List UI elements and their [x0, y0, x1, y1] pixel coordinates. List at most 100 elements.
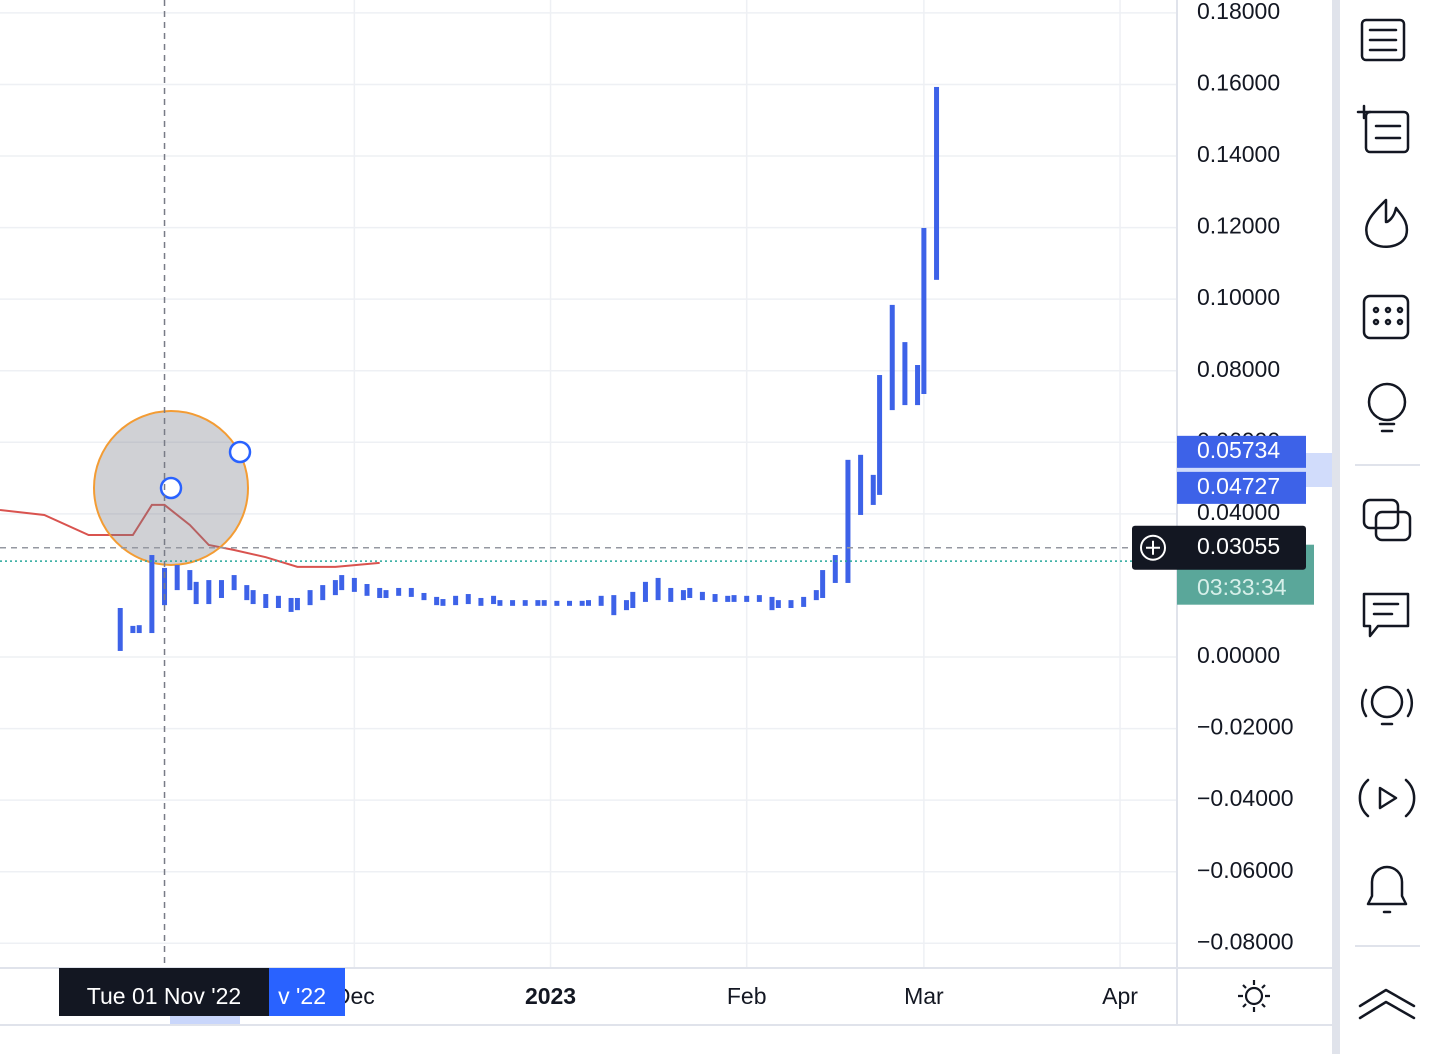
range-bar — [218, 580, 224, 598]
y-tick-label: 0.14000 — [1197, 141, 1280, 167]
add-alert-icon — [1146, 540, 1160, 555]
range-bar — [307, 590, 313, 606]
y-tick-label: −0.08000 — [1197, 928, 1294, 954]
range-bar — [396, 587, 402, 596]
range-bar — [744, 595, 750, 602]
range-bar — [250, 590, 256, 605]
range-bar — [522, 600, 528, 606]
settings-icon — [1238, 980, 1270, 1012]
crosshair-price-label: 0.03055 — [1197, 533, 1280, 559]
watchlist-icon[interactable] — [1356, 104, 1410, 154]
range-bar — [351, 577, 357, 592]
range-bar — [535, 600, 541, 606]
range-bar — [775, 600, 781, 608]
range-bar — [364, 584, 370, 596]
settings-button[interactable] — [1238, 980, 1270, 1012]
range-bar — [934, 86, 940, 280]
range-bar — [339, 575, 345, 591]
collapse-icon[interactable] — [1358, 988, 1416, 1020]
range-bar — [453, 595, 459, 606]
drawing-handle — [228, 440, 252, 464]
stream-ideas-icon[interactable] — [1361, 685, 1413, 726]
range-bar — [421, 592, 427, 601]
y-tick-label: −0.06000 — [1197, 857, 1294, 883]
y-tick-label: 0.10000 — [1197, 284, 1280, 310]
crosshair-date-box — [59, 968, 269, 1016]
range-label: v '22 — [278, 983, 326, 1009]
price-line — [0, 503, 380, 568]
range-bar — [623, 600, 629, 611]
range-bar — [554, 600, 560, 606]
hotlist-icon[interactable] — [1365, 198, 1409, 248]
range-bar — [877, 375, 883, 495]
range-bar — [712, 594, 718, 602]
range-bar — [813, 590, 819, 601]
x-tick-label: Apr — [1102, 983, 1138, 1009]
range-bar — [377, 587, 383, 598]
y-tick-label: 0.18000 — [1197, 0, 1280, 24]
calendar-icon[interactable] — [1362, 294, 1410, 340]
range-bar — [187, 570, 193, 591]
price-label: 0.04727 — [1197, 473, 1280, 499]
range-bar — [611, 595, 617, 616]
range-bar — [434, 596, 440, 606]
range-bar — [497, 600, 503, 606]
y-tick-label: 0.12000 — [1197, 213, 1280, 239]
y-tick-label: −0.02000 — [1197, 714, 1294, 740]
range-bar — [870, 474, 876, 505]
countdown: 03:33:34 — [1197, 574, 1287, 600]
range-bar — [579, 600, 585, 606]
range-bar — [642, 581, 648, 602]
y-tick-label: 0.16000 — [1197, 70, 1280, 96]
range-bar — [288, 597, 294, 612]
add-alert-button[interactable] — [1140, 534, 1166, 561]
price-label: 0.05734 — [1197, 437, 1280, 463]
range-bar — [832, 555, 838, 583]
range-bar — [680, 590, 686, 601]
price-label-box — [1177, 471, 1306, 504]
streams-icon[interactable] — [1358, 778, 1416, 818]
range-bar — [408, 587, 414, 597]
range-bar — [193, 581, 199, 605]
range-bar — [275, 595, 281, 608]
range-bar — [383, 590, 389, 598]
range-bar — [263, 594, 269, 608]
range-bar — [136, 625, 142, 634]
range-bar — [206, 580, 212, 605]
range-bar — [731, 595, 737, 602]
range-bar — [320, 585, 326, 601]
range-bar — [820, 570, 826, 598]
chats-icon[interactable] — [1362, 498, 1412, 542]
drawing-handle — [159, 476, 183, 500]
messages-icon[interactable] — [1362, 592, 1410, 638]
range-bar — [332, 580, 338, 596]
range-bar — [478, 597, 484, 606]
range-bar — [801, 596, 807, 607]
settings-icon — [1244, 986, 1264, 1006]
toolbar-border — [1332, 0, 1340, 1054]
range-bar — [598, 595, 604, 606]
range-bar — [845, 459, 851, 583]
y-tick-label: 0.08000 — [1197, 356, 1280, 382]
range-bar — [510, 600, 516, 606]
range-bar — [130, 625, 136, 634]
x-tick-label: Feb — [727, 983, 767, 1009]
ideas-icon[interactable] — [1367, 382, 1407, 433]
range-bar — [756, 595, 762, 602]
range-bar — [440, 599, 446, 606]
x-tick-label: Mar — [904, 983, 944, 1009]
range-bar — [858, 454, 864, 515]
news-icon[interactable] — [1360, 18, 1406, 62]
range-bar — [294, 597, 300, 611]
range-bar — [699, 591, 705, 601]
range-bar — [567, 600, 573, 606]
range-bar — [725, 595, 731, 602]
range-bar — [586, 600, 591, 606]
range-bar — [915, 365, 921, 406]
x-tick-label: 2023 — [525, 983, 576, 1009]
range-bar — [687, 587, 693, 598]
range-bar — [117, 607, 123, 651]
alerts-icon[interactable] — [1366, 865, 1408, 914]
